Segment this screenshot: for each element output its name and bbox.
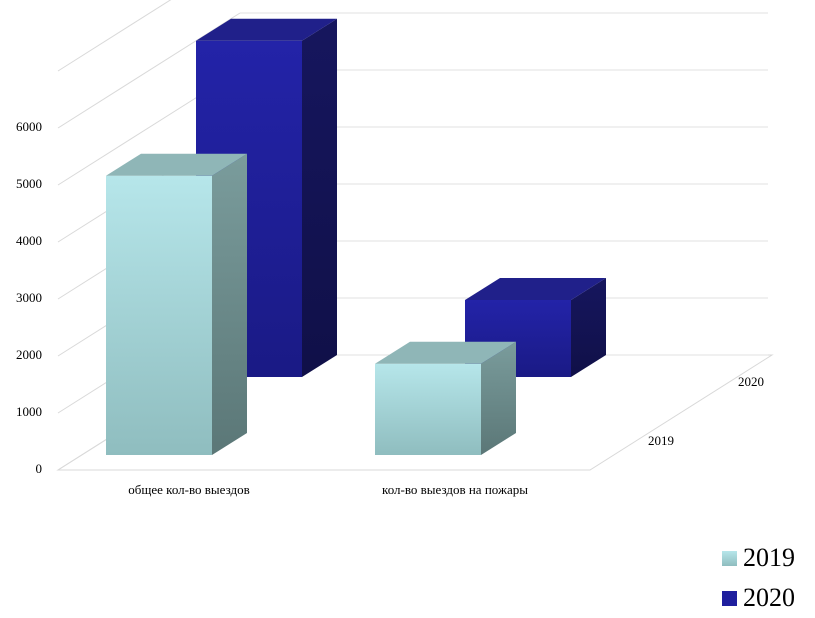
bar-front-face bbox=[375, 363, 481, 455]
bar-top-face bbox=[465, 278, 606, 301]
y-tick-label: 3000 bbox=[16, 290, 42, 305]
bars-series-2019 bbox=[106, 153, 516, 455]
legend-label-2019: 2019 bbox=[743, 543, 795, 572]
y-tick-label: 0 bbox=[36, 461, 43, 476]
bar-2019-fires bbox=[375, 341, 516, 455]
legend-swatch-2019 bbox=[722, 550, 737, 566]
bar-side-face bbox=[571, 278, 606, 377]
x-category-label: кол-во выездов на пожары bbox=[382, 482, 528, 497]
y-tick-label: 6000 bbox=[16, 119, 42, 134]
bar-front-face bbox=[106, 175, 212, 455]
gridline-side bbox=[57, 0, 172, 72]
y-axis-ticks: 0 1000 2000 3000 4000 5000 6000 bbox=[16, 119, 42, 476]
depth-label-2019: 2019 bbox=[648, 433, 674, 448]
x-axis-labels: общее кол-во выездов кол-во выездов на по… bbox=[128, 482, 528, 497]
bar-side-face bbox=[212, 153, 247, 455]
legend-label-2020: 2020 bbox=[743, 583, 795, 612]
bar-side-face bbox=[302, 18, 337, 377]
bars-series-2020 bbox=[196, 18, 606, 377]
y-tick-label: 1000 bbox=[16, 404, 42, 419]
y-tick-label: 2000 bbox=[16, 347, 42, 362]
legend-swatch-2020 bbox=[722, 590, 737, 606]
depth-axis-labels: 2019 2020 bbox=[648, 374, 764, 448]
bar-top-face bbox=[106, 153, 247, 176]
bar-side-face bbox=[481, 341, 516, 455]
legend-item-2020: 2020 bbox=[722, 578, 795, 618]
bar-2019-total bbox=[106, 153, 247, 455]
x-category-label: общее кол-во выездов bbox=[128, 482, 249, 497]
bar-top-face bbox=[375, 341, 516, 364]
depth-label-2020: 2020 bbox=[738, 374, 764, 389]
legend-item-2019: 2019 bbox=[722, 538, 795, 578]
y-tick-label: 5000 bbox=[16, 176, 42, 191]
y-tick-label: 4000 bbox=[16, 233, 42, 248]
bar-top-face bbox=[196, 18, 337, 41]
legend: 2019 2020 bbox=[722, 538, 795, 618]
